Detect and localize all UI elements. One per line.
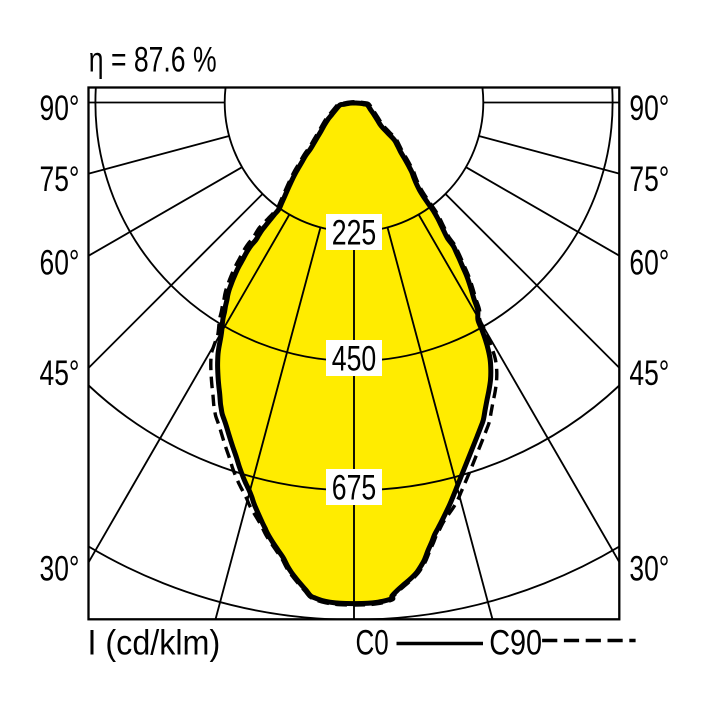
- svg-text:60°: 60°: [629, 244, 669, 283]
- svg-text:45°: 45°: [40, 354, 80, 393]
- svg-text:C90: C90: [489, 624, 542, 663]
- svg-text:90°: 90°: [40, 89, 80, 128]
- svg-text:I (cd/klm): I (cd/klm): [88, 624, 221, 663]
- svg-text:30°: 30°: [629, 549, 669, 588]
- svg-text:450: 450: [332, 339, 377, 378]
- svg-text:675: 675: [332, 468, 377, 507]
- svg-text:75°: 75°: [629, 160, 669, 199]
- svg-text:45°: 45°: [629, 354, 669, 393]
- svg-text:η = 87.6 %: η = 87.6 %: [89, 41, 217, 80]
- svg-text:60°: 60°: [40, 244, 80, 283]
- svg-text:30°: 30°: [40, 549, 80, 588]
- svg-text:75°: 75°: [40, 160, 80, 199]
- svg-text:C0: C0: [356, 624, 389, 663]
- svg-text:90°: 90°: [629, 89, 669, 128]
- svg-text:225: 225: [332, 213, 377, 252]
